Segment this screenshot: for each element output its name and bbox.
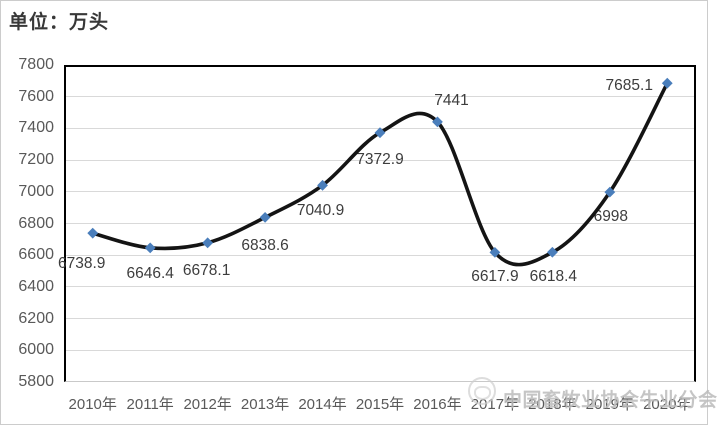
y-tick: 5800 [18,373,54,390]
data-label: 6646.4 [126,264,174,282]
gridline [66,191,694,193]
gridline [66,286,694,288]
y-tick: 7600 [18,87,54,105]
x-tick: 2013年 [240,396,290,413]
data-label: 6998 [593,208,629,226]
x-tick: 2011年 [126,396,174,413]
data-label: 6678.1 [182,261,231,279]
x-tick: 2012年 [183,396,232,413]
data-label: 7372.9 [356,150,404,168]
y-tick: 7000 [18,182,54,200]
y-tick: 6400 [18,277,54,295]
data-label: 7441 [434,91,469,109]
data-label: 7040.9 [296,202,345,220]
x-tick: 2015年 [355,396,405,413]
y-tick: 6600 [18,246,54,264]
watermark-text: 中国畜牧业协会牛业分会 [503,390,718,411]
y-tick: 7400 [18,119,54,137]
data-label: 6838.6 [241,237,289,255]
y-tick: 7200 [18,151,54,169]
cattle-association-logo-icon [468,377,496,405]
data-label: 7685.1 [605,77,653,95]
y-tick: 7800 [18,56,54,73]
data-label: 6738.9 [58,255,106,273]
gridline [66,349,694,351]
data-label: 6618.4 [529,268,578,286]
x-tick: 2019年 [585,396,634,413]
y-tick: 6800 [18,214,54,232]
gridline [66,96,694,98]
x-tick: 2016年 [413,396,462,413]
unit-title: 单位：万头 [9,12,110,33]
x-tick: 2010年 [68,396,117,413]
data-label: 6617.9 [471,268,519,286]
y-tick: 6200 [18,309,54,327]
gridline [66,127,694,129]
y-tick: 6000 [18,341,54,359]
gridline [66,318,694,320]
x-tick: 2020年 [643,396,692,413]
gridline [66,254,694,256]
x-tick: 2018年 [528,396,577,413]
x-tick: 2014年 [298,396,347,413]
